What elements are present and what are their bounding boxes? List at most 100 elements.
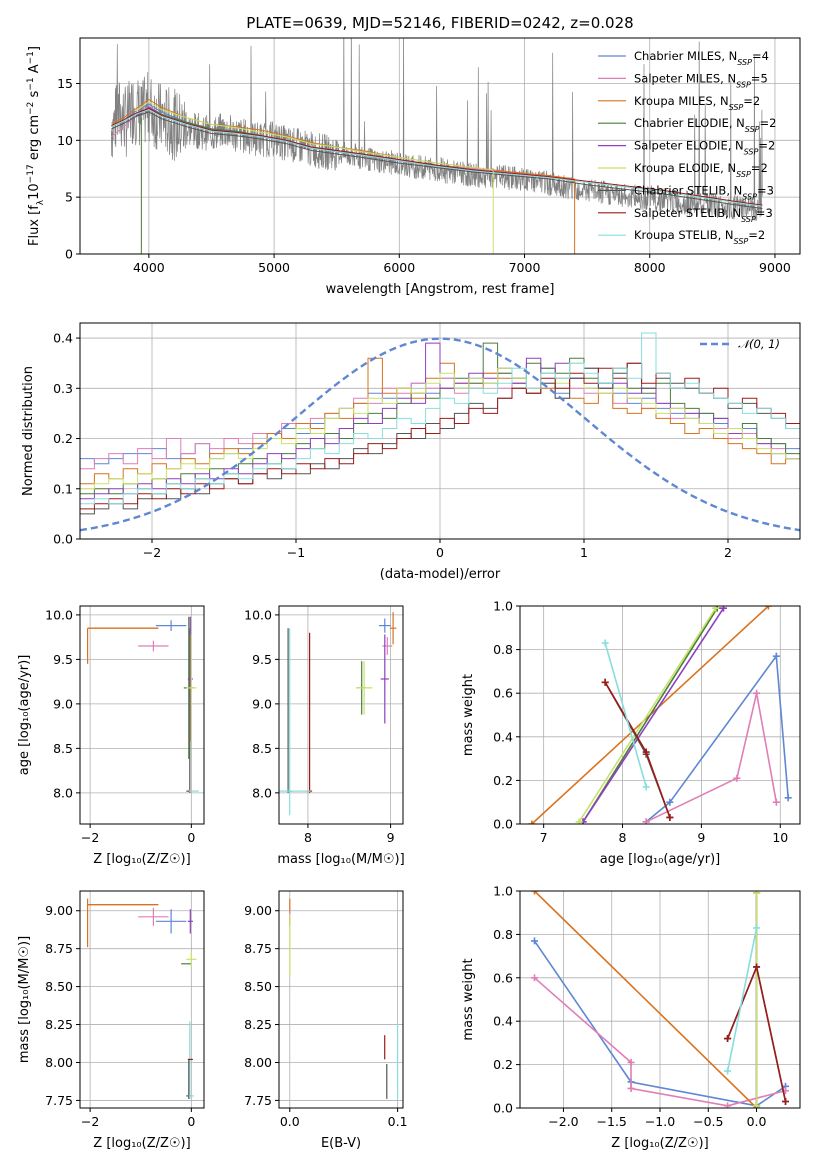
- y-axis-label-part: erg cm: [27, 115, 42, 164]
- y-tick-label: 7.75: [45, 1093, 73, 1108]
- histogram-kroupa-stelib: [80, 332, 800, 505]
- x-tick-label: −2.0: [548, 1114, 578, 1129]
- legend-nssp-eq: =: [751, 161, 761, 175]
- y-tick-label: 0.8: [493, 642, 513, 657]
- legend-nssp-prefix: , N: [720, 71, 736, 85]
- legend-nssp-eq: =: [743, 94, 753, 108]
- weight-marker-salpeter-stelib: [642, 748, 650, 756]
- panel-weight-vs-age: 7 8 9 10 0.0 0.2 0.4 0.6 0.8 1.0 age [log₁₀(age/yr…: [461, 599, 801, 867]
- x-tick-label: 7: [540, 830, 548, 845]
- legend-nssp-sub: SSP: [741, 214, 756, 223]
- x-tick-label: −2: [81, 830, 99, 845]
- weight-marker-kroupa-stelib: [642, 783, 650, 791]
- legend-nssp-sub: SSP: [737, 58, 752, 67]
- x-tick-label: 4000: [133, 260, 165, 275]
- legend-nssp-eq: =: [752, 49, 762, 63]
- y-tick-label: 10.0: [244, 607, 272, 622]
- y-tick-label: 8.0: [53, 785, 73, 800]
- y-axis-label-part: s: [27, 90, 42, 101]
- model-salpeter-stelib: [111, 108, 763, 206]
- legend-nssp-prefix: , N: [721, 49, 737, 63]
- weight-marker-salpeter-stelib: [666, 813, 674, 821]
- model-kroupa-elodie: [136, 101, 494, 171]
- plot-area-spectrum: [110, 38, 763, 254]
- legend-series-name: Salpeter ELODIE: [634, 139, 728, 153]
- legend-entry-chabrier-miles: Chabrier MILES, NSSP=4: [634, 49, 769, 67]
- legend-nssp-value: 3: [765, 206, 772, 220]
- histogram-salpeter-miles: [80, 372, 800, 470]
- y-axis-label: mass [log₁₀(M/M☉)]: [17, 936, 32, 1063]
- x-tick-label: −1.0: [645, 1114, 675, 1129]
- y-axis-label-part: ]: [27, 46, 42, 51]
- legend-entry-kroupa-elodie: Kroupa ELODIE, NSSP=2: [634, 161, 768, 179]
- figure-title: PLATE=0639, MJD=52146, FIBERID=0242, z=0…: [246, 14, 633, 32]
- x-tick-label: 0: [436, 545, 444, 560]
- weight-marker-chabrier-miles: [530, 937, 538, 945]
- weight-line-chabrier-elodie: [582, 607, 718, 823]
- histogram-salpeter-stelib: [80, 362, 800, 510]
- x-tick-label: 6000: [383, 260, 415, 275]
- x-tick-label: 10: [772, 830, 788, 845]
- x-tick-label: −2: [143, 545, 161, 560]
- y-axis-label: mass weight: [461, 958, 476, 1040]
- legend-nssp-sub: SSP: [736, 80, 751, 89]
- y-tick-label: 10: [57, 133, 73, 148]
- x-tick-label: 9: [697, 830, 705, 845]
- histogram-chabrier-elodie: [80, 342, 800, 495]
- legend-series-name: Chabrier ELODIE: [634, 116, 729, 130]
- y-tick-label: 0.4: [53, 331, 73, 346]
- legend-nssp-sub: SSP: [742, 192, 757, 201]
- y-tick-label: 10.0: [45, 607, 73, 622]
- model-chabrier-stelib: [111, 111, 763, 209]
- y-tick-label: 0.1: [53, 481, 73, 496]
- y-axis-label-part: −1: [26, 77, 36, 90]
- weight-marker-salpeter-miles: [724, 1102, 732, 1108]
- weight-marker-kroupa-miles: [528, 820, 536, 824]
- weight-marker-salpeter-stelib: [724, 1035, 732, 1043]
- model-kroupa-stelib: [111, 109, 763, 207]
- x-tick-label: 8000: [634, 260, 666, 275]
- x-tick-label: 0: [187, 1114, 195, 1129]
- legend-nssp-prefix: , N: [725, 206, 741, 220]
- axes-frame: [79, 37, 801, 255]
- histogram-kroupa-miles: [80, 357, 800, 485]
- weight-marker-chabrier-miles: [666, 798, 674, 806]
- x-axis-label: Z [log₁₀(Z/Z☉)]: [93, 1136, 190, 1151]
- legend-nssp-value: 3: [767, 183, 774, 197]
- panel-mass-vs-z: −2 0 7.75 8.00 8.25 8.50 8.75 9.00 Z [log₁₀(Z/Z☉…: [17, 890, 205, 1151]
- legend-series-name: Salpeter STELIB: [634, 206, 725, 220]
- normal-distribution-curve: [80, 337, 800, 532]
- weight-line-chabrier-miles: [645, 655, 789, 823]
- y-tick-label: 8.50: [45, 979, 73, 994]
- legend-series-name: Chabrier STELIB: [634, 183, 726, 197]
- y-axis-label-part: A: [27, 64, 42, 77]
- legend-nssp-sub: SSP: [744, 147, 759, 156]
- y-tick-label: 9.00: [244, 903, 272, 918]
- y-tick-label: 5: [65, 190, 73, 205]
- y-tick-label: 8.5: [252, 741, 272, 756]
- histogram-kroupa-elodie: [80, 362, 800, 490]
- legend-nssp-prefix: , N: [729, 116, 745, 130]
- y-tick-label: 9.00: [45, 903, 73, 918]
- legend-entry-salpeter-elodie: Salpeter ELODIE, NSSP=2: [634, 139, 775, 157]
- legend-series-name: Kroupa MILES: [634, 94, 713, 108]
- y-tick-label: 9.5: [53, 652, 73, 667]
- x-tick-label: −2: [81, 1114, 99, 1129]
- weight-marker-salpeter-miles: [627, 1058, 635, 1066]
- panel-age-vs-z: −2 0 8.0 8.5 9.0 9.5 10.0 Z [log₁₀(Z/Z☉)] age [l…: [17, 605, 205, 867]
- weight-marker-kroupa-elodie: [753, 1102, 761, 1108]
- weight-line-chabrier-miles: [533, 940, 786, 1107]
- legend-nssp-value: 2: [758, 228, 765, 242]
- y-tick-label: 9.0: [252, 696, 272, 711]
- y-tick-label: 8.25: [45, 1017, 73, 1032]
- y-tick-label: 0: [65, 247, 73, 262]
- panel-mass-vs-ebv: 0.0 0.1 7.75 8.00 8.25 8.50 8.75 9.00 E(B-V): [244, 890, 408, 1151]
- panel-weight-vs-z: −2.0 −1.5 −1.0 −0.5 0.0 0.0 0.2 0.4 0.6 0.8 1.0 Z […: [461, 884, 801, 1151]
- y-axis-label-part: Flux [f: [27, 205, 42, 246]
- legend-nssp-value: 2: [768, 139, 775, 153]
- x-tick-label: 0.0: [280, 1114, 300, 1129]
- weight-line-salpeter-miles: [645, 692, 778, 823]
- legend-nssp-sub: SSP: [745, 125, 760, 134]
- weight-marker-kroupa-miles: [764, 606, 772, 610]
